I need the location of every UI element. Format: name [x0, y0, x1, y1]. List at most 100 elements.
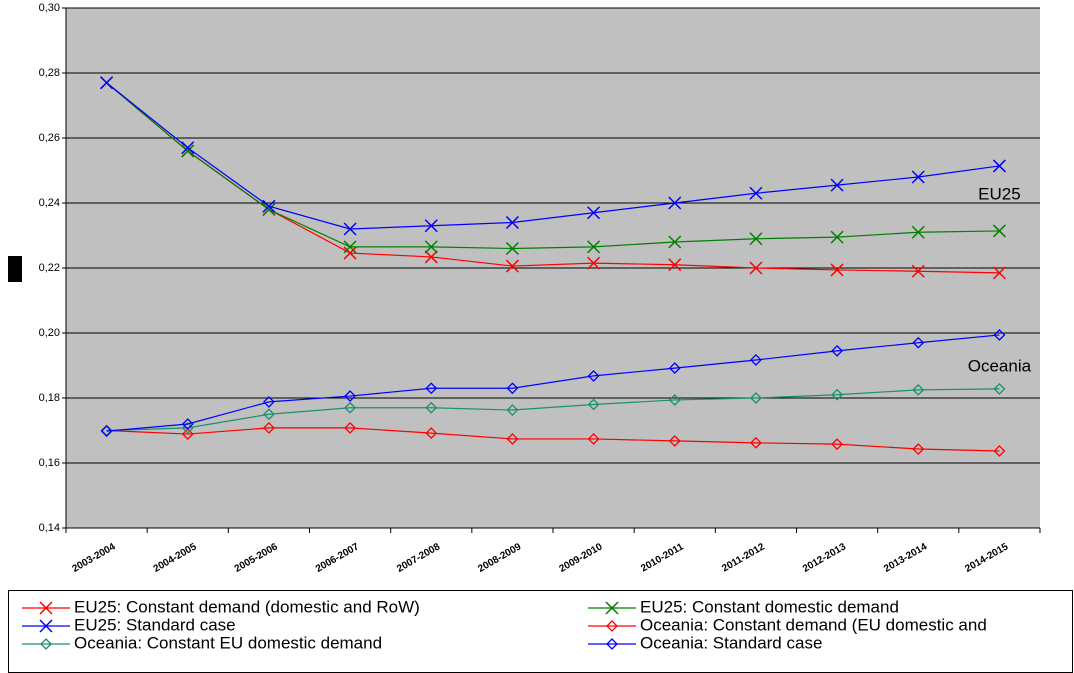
marker: [344, 421, 357, 434]
marker: [505, 259, 519, 273]
marker: [587, 369, 600, 382]
marker: [587, 240, 601, 254]
series-line: [106, 82, 1000, 230]
x-tick-label: 2007-2008: [395, 541, 442, 575]
series-line: [106, 334, 1000, 432]
series-line: [106, 82, 1000, 250]
annotation: EU25: [978, 184, 1021, 203]
marker: [992, 266, 1006, 280]
marker: [181, 418, 194, 430]
y-tick-label: 0,28: [39, 67, 60, 79]
legend-label: Oceania: Standard case: [640, 633, 822, 652]
marker: [992, 224, 1006, 238]
marker: [830, 263, 844, 277]
marker: [831, 344, 844, 357]
marker: [587, 256, 601, 270]
legend-label: EU25: Constant demand (domestic and RoW): [74, 597, 420, 616]
marker: [424, 250, 438, 264]
marker: [424, 240, 438, 254]
marker: [344, 401, 357, 414]
marker: [830, 230, 844, 244]
x-tick-label: 2008-2009: [476, 541, 523, 575]
marker: [505, 241, 519, 256]
marker: [912, 383, 925, 396]
marker: [831, 388, 844, 401]
marker: [343, 222, 357, 236]
legend-label: EU25: Constant domestic demand: [640, 597, 899, 616]
marker: [100, 425, 113, 438]
marker: [343, 240, 357, 254]
x-tick-label: 2012-2013: [801, 541, 848, 575]
marker: [181, 428, 194, 440]
marker: [262, 408, 275, 421]
marker: [912, 336, 925, 349]
marker: [587, 433, 600, 445]
y-tick-label: 0,14: [39, 522, 60, 534]
marker: [668, 235, 682, 249]
marker: [40, 638, 52, 650]
marker: [992, 159, 1006, 173]
marker: [668, 362, 681, 375]
marker: [668, 394, 681, 406]
marker: [993, 382, 1006, 395]
x-tick-label: 2013-2014: [882, 541, 929, 575]
marker: [262, 395, 275, 408]
marker: [344, 390, 357, 402]
x-tick-label: 2011-2012: [720, 541, 767, 574]
annotation: Oceania: [968, 357, 1032, 376]
y-tick-label: 0,30: [39, 2, 60, 14]
marker: [424, 219, 438, 233]
legend-label: Oceania: Constant demand (EU domestic an…: [640, 615, 987, 634]
marker: [993, 445, 1006, 457]
legend-items: EU25: Constant demand (domestic and RoW)…: [22, 597, 987, 652]
marker: [668, 196, 682, 210]
marker: [749, 354, 762, 366]
y-tick-label: 0,16: [39, 457, 60, 469]
marker: [506, 404, 519, 416]
marker: [39, 601, 53, 615]
legend: [8, 590, 1073, 673]
marker: [181, 144, 195, 158]
marker: [587, 398, 600, 411]
marker: [100, 76, 114, 90]
marker: [181, 141, 195, 155]
x-tick-label: 2003-2004: [70, 541, 117, 575]
marker: [749, 436, 762, 449]
marker: [993, 329, 1006, 341]
marker: [506, 433, 519, 445]
marker: [262, 199, 276, 213]
y-tick-label: 0,26: [39, 132, 60, 144]
marker: [911, 225, 925, 239]
marker: [749, 186, 763, 200]
x-tick-label: 2014-2015: [963, 541, 1010, 575]
marker: [749, 232, 763, 246]
y-tick-label: 0,24: [39, 197, 60, 209]
marker: [425, 382, 438, 395]
x-tick-label: 2009-2010: [557, 541, 604, 575]
marker: [749, 261, 763, 275]
marker: [262, 202, 276, 217]
marker: [425, 401, 438, 414]
marker: [587, 206, 601, 220]
series-line: [106, 388, 1000, 432]
y-tick-label: 0,20: [39, 327, 60, 339]
marker: [830, 178, 844, 192]
marker: [262, 421, 275, 434]
marker: [606, 638, 618, 650]
legend-label: EU25: Standard case: [74, 615, 236, 634]
y-tick-label: 0,22: [39, 262, 60, 274]
marker: [343, 246, 357, 260]
marker: [911, 264, 925, 278]
x-tick-label: 2004-2005: [152, 541, 199, 575]
marker: [912, 443, 925, 455]
marker: [505, 215, 519, 230]
marker: [606, 620, 618, 632]
x-tick-label: 2005-2006: [233, 541, 280, 575]
legend-label: Oceania: Constant EU domestic demand: [74, 633, 382, 652]
marker: [749, 392, 762, 404]
y-tick-label: 0,18: [39, 392, 60, 404]
marker: [605, 601, 619, 615]
marker: [911, 170, 925, 184]
marker: [39, 619, 53, 633]
